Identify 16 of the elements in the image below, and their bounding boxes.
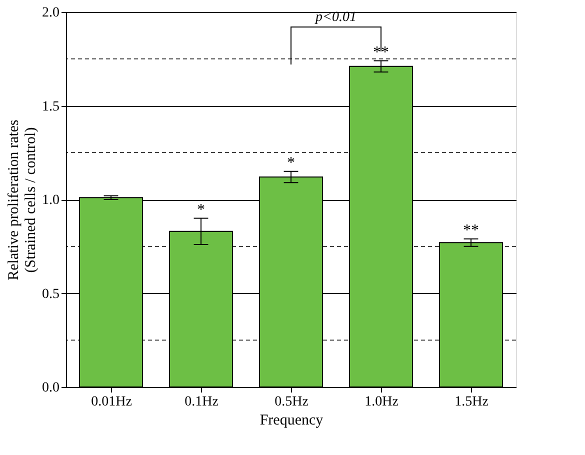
annotation: * (287, 154, 295, 172)
y-axis-title: Relative proliferation rates (Strained cells / control) (6, 119, 39, 280)
x-tick-label: 0.1Hz (184, 394, 218, 410)
annotation: * (197, 201, 205, 218)
y-tick-label: 0.0 (42, 380, 60, 396)
annotation: ** (463, 222, 479, 239)
y-tick-label: 1.0 (42, 193, 60, 208)
y-tick-label: 0.5 (42, 286, 60, 302)
annotation: ** (373, 44, 389, 61)
x-tick-label: 0.5Hz (274, 394, 308, 410)
y-tick-label: 2.0 (42, 6, 60, 20)
x-tick-label: 0.01Hz (91, 394, 132, 410)
x-axis-title: Frequency (260, 412, 324, 428)
y-tick-label: 1.5 (42, 99, 60, 114)
x-tick-label: 1.5Hz (454, 394, 488, 410)
x-tick-label: 1.0Hz (364, 394, 398, 410)
